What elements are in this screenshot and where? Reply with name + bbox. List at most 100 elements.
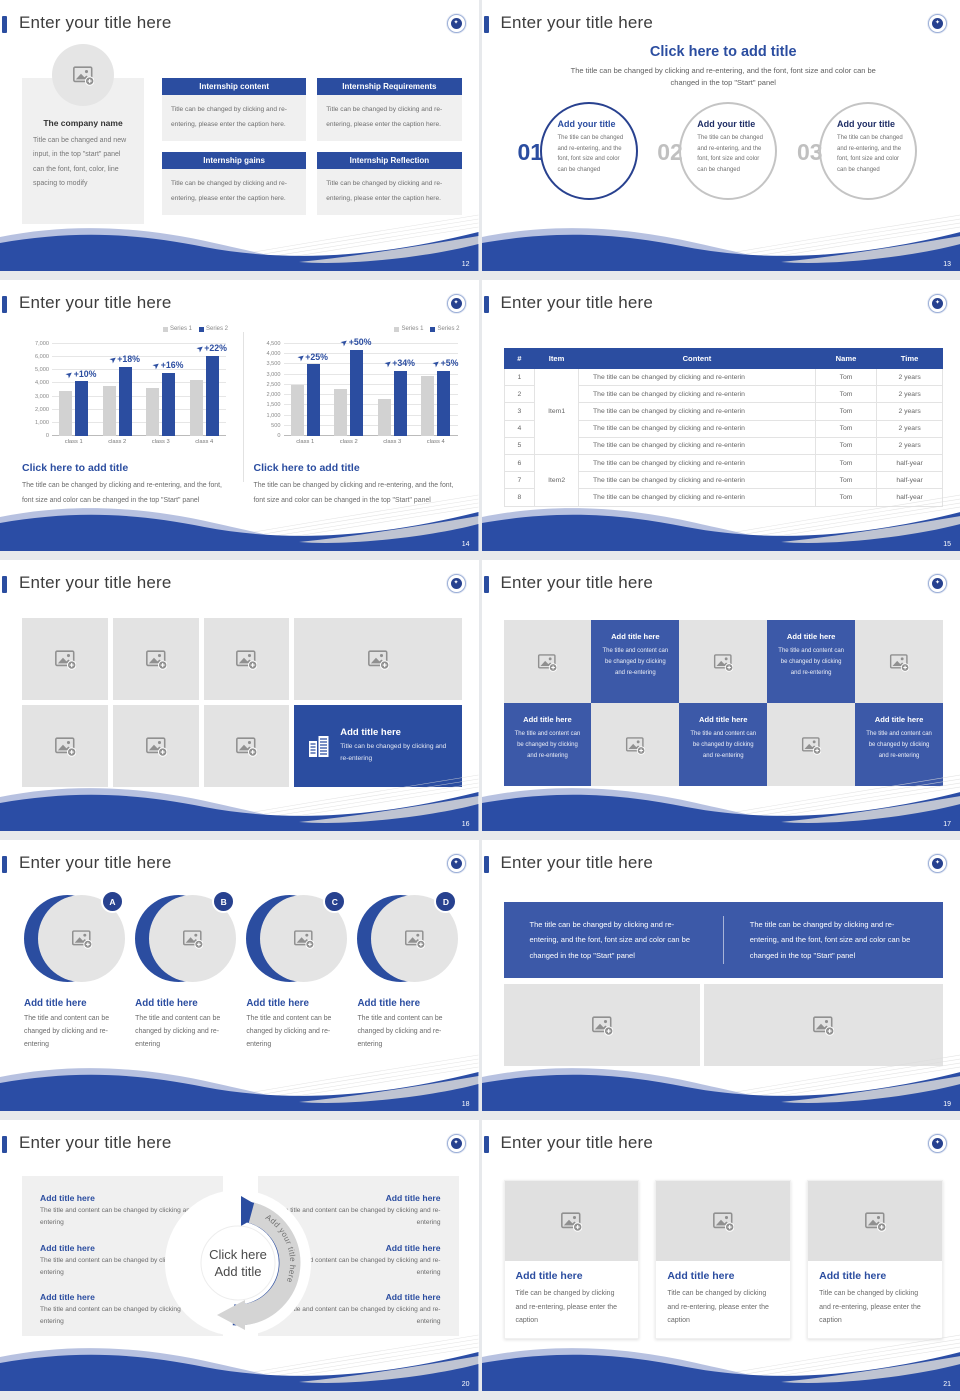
slide-12[interactable]: Enter your title here ✦ The company name… xyxy=(0,0,479,271)
image-placeholder[interactable] xyxy=(703,984,943,1066)
title-accent-bar xyxy=(483,856,489,873)
gridline xyxy=(283,424,458,426)
table-cell-content: The title can be changed by clicking and… xyxy=(578,453,816,473)
image-placeholder[interactable] xyxy=(503,620,592,703)
gridline xyxy=(52,421,226,423)
x-axis-category-label: class 4 xyxy=(195,439,214,445)
card-title: Add title here xyxy=(523,715,572,724)
x-axis-category-label: class 2 xyxy=(339,439,358,445)
image-placeholder[interactable] xyxy=(656,1181,791,1261)
image-placeholder[interactable] xyxy=(203,618,290,700)
bar-group: ➤+10% class 1 xyxy=(52,344,97,445)
slide-header: Enter your title here ✦ xyxy=(482,1133,947,1159)
image-placeholder[interactable] xyxy=(504,1181,639,1261)
image-placeholder[interactable] xyxy=(855,620,943,703)
legend-marker xyxy=(198,326,204,332)
slide-14[interactable]: Enter your title here ✦ Series 1 Series 2… xyxy=(0,280,479,551)
item-title: Add title here xyxy=(40,1292,95,1303)
gridline xyxy=(52,382,226,384)
gridline xyxy=(283,353,458,355)
slide-header: Enter your title here ✦ xyxy=(482,853,947,879)
data-table: # Item Content Name Time 1 Item1 The title… xyxy=(503,348,944,507)
image-placeholder[interactable] xyxy=(808,1181,942,1261)
card-title: Add title here xyxy=(611,632,660,641)
item-body: The title can be changed and re-entering… xyxy=(557,135,624,173)
table-cell-time: half-year xyxy=(876,453,943,473)
image-placeholder[interactable] xyxy=(294,618,462,700)
growth-annotation: ➤+18% xyxy=(108,354,140,365)
title-accent-bar xyxy=(2,576,7,593)
y-axis-tick-label: 5,000 xyxy=(35,367,49,374)
gridline xyxy=(283,373,458,375)
slide-20[interactable]: Enter your title here ✦ Add title here T… xyxy=(0,1120,479,1391)
seal-emblem-icon: ✦ xyxy=(450,1138,462,1149)
y-axis-tick-label: 4,000 xyxy=(266,351,281,358)
table-cell-name: Tom xyxy=(814,419,878,438)
numbered-item: 01 Add your title The title can be chang… xyxy=(517,100,650,212)
slide-19[interactable]: Enter your title here ✦ The title can be… xyxy=(481,840,960,1111)
image-placeholder[interactable] xyxy=(203,705,290,787)
image-placeholder[interactable] xyxy=(767,703,856,786)
add-image-icon xyxy=(801,735,821,755)
table-row: 6 Item2 The title can be changed by clicki… xyxy=(503,453,943,507)
card-row: Add title here Title can be changed by c… xyxy=(503,1180,944,1339)
slide-header: Enter your title here ✦ xyxy=(0,573,466,599)
image-placeholder[interactable] xyxy=(503,984,700,1066)
item-graphic: A xyxy=(24,890,126,986)
item-graphic: B xyxy=(135,890,237,986)
image-placeholder[interactable] xyxy=(22,618,108,700)
slide-21[interactable]: Enter your title here ✦ Add title here T… xyxy=(481,1120,960,1391)
bar-groups: ➤+10% class 1 ➤+18% class 2 ➤+16% class 3 ➤+22… xyxy=(52,343,227,445)
card-body: Title can be changed by clicking and re-… xyxy=(667,1290,769,1325)
table-cell-time: half-year xyxy=(876,471,943,490)
seal-emblem-icon: ✦ xyxy=(932,578,943,589)
bar-group: ➤+25% class 1 xyxy=(284,344,328,445)
card-title: Add title here xyxy=(698,715,748,724)
company-name: The company name xyxy=(43,118,123,128)
item-body: The title and content can be changed by … xyxy=(40,1306,204,1326)
slide-16[interactable]: Enter your title here ✦ Add title here T… xyxy=(0,560,479,831)
card-title: Add title here xyxy=(786,632,836,641)
add-image-icon xyxy=(145,648,167,670)
item-circle: Add your title The title can be changed … xyxy=(819,102,917,200)
numbered-circles: 01 Add your title The title can be chang… xyxy=(510,100,938,212)
card-body: Title can be changed by clicking and re-… xyxy=(340,743,447,762)
slide-header: Enter your title here ✦ xyxy=(0,853,466,879)
image-placeholder[interactable] xyxy=(112,618,199,700)
image-placeholder[interactable] xyxy=(679,620,768,703)
university-seal-icon: ✦ xyxy=(928,574,947,593)
gridline xyxy=(283,435,458,436)
slide-title: Enter your title here xyxy=(500,1133,654,1152)
column-header: Name xyxy=(814,348,878,369)
page-number: 20 xyxy=(461,1381,470,1388)
y-axis-tick-label: 0 xyxy=(277,433,281,439)
card-title: Add title here xyxy=(340,727,401,739)
item-circle: Add your title The title can be changed … xyxy=(679,102,778,200)
bar-series-2 xyxy=(350,350,364,436)
image-placeholder[interactable] xyxy=(52,44,114,106)
legend-marker xyxy=(162,326,168,332)
slide-17[interactable]: Enter your title here ✦ Add title here Th… xyxy=(481,560,960,831)
add-image-icon xyxy=(182,928,203,949)
add-image-icon xyxy=(293,928,314,949)
card-title: Add title here xyxy=(667,1270,735,1282)
y-axis-tick-label: 3,000 xyxy=(35,393,49,400)
image-placeholder[interactable] xyxy=(591,703,680,786)
y-axis-tick-label: 500 xyxy=(271,422,281,429)
image-placeholder[interactable] xyxy=(112,705,199,787)
growth-annotation-label: +34% xyxy=(392,357,415,368)
table-cell-num: 4 xyxy=(503,419,536,438)
title-accent-bar xyxy=(2,296,7,313)
item-body: The title and content can be changed by … xyxy=(135,1015,221,1048)
image-placeholder[interactable] xyxy=(22,705,108,787)
university-seal-icon: ✦ xyxy=(446,294,466,313)
card-body: Title can be changed by clicking and re-… xyxy=(515,1290,618,1325)
slide-18[interactable]: Enter your title here ✦ A Add title here… xyxy=(0,840,479,1111)
item-graphic: C xyxy=(246,890,348,986)
university-seal-icon: ✦ xyxy=(446,854,466,873)
university-seal-icon: ✦ xyxy=(446,14,466,33)
slide-13[interactable]: Enter your title here ✦ Click here to ad… xyxy=(481,0,960,271)
table-cell-name: Tom xyxy=(814,453,878,473)
slide-15[interactable]: Enter your title here ✦ # Item Content N… xyxy=(481,280,960,551)
info-box: Internship gains Title can be changed by… xyxy=(162,152,307,215)
